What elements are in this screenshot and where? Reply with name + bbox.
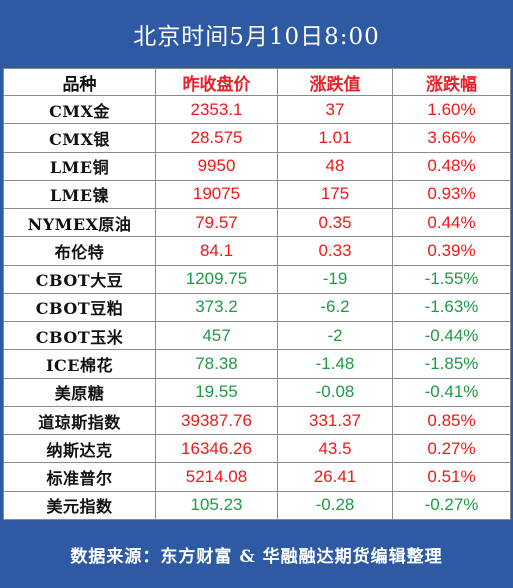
- change-value: -19: [277, 264, 393, 294]
- change-percent: 1.60%: [392, 94, 511, 125]
- change-value: -0.08: [277, 377, 393, 407]
- table-body: CMX金 2353.1 37 1.60% CMX银 28.575 1.01 3.66% LME铜…: [3, 94, 511, 521]
- instrument-name: LME镍: [3, 179, 156, 210]
- change-value: 26.41: [277, 462, 393, 492]
- table-row: CBOT豆粕 373.2 -6.2 -1.63%: [3, 292, 511, 323]
- change-value: 331.37: [277, 405, 393, 436]
- change-percent: 0.93%: [392, 179, 511, 210]
- instrument-name: 美原糖: [3, 377, 156, 407]
- previous-close: 373.2: [155, 292, 278, 323]
- column-header-pct: 涨跌幅: [392, 68, 511, 96]
- change-percent: 0.39%: [392, 236, 511, 266]
- table-row: 道琼斯指数 39387.76 331.37 0.85%: [3, 405, 511, 436]
- instrument-name: 布伦特: [3, 236, 156, 266]
- previous-close: 2353.1: [155, 94, 278, 125]
- change-value: -2: [277, 321, 393, 351]
- previous-close: 19075: [155, 179, 278, 210]
- table-row: LME铜 9950 48 0.48%: [3, 151, 511, 181]
- change-value: 175: [277, 179, 393, 210]
- table-row: 美原糖 19.55 -0.08 -0.41%: [3, 377, 511, 407]
- previous-close: 28.575: [155, 123, 278, 153]
- change-percent: -1.63%: [392, 292, 511, 323]
- change-percent: -0.41%: [392, 377, 511, 407]
- instrument-name: 标准普尔: [3, 462, 156, 492]
- change-percent: 0.44%: [392, 208, 511, 238]
- instrument-name: 美元指数: [3, 490, 156, 521]
- table-row: LME镍 19075 175 0.93%: [3, 179, 511, 210]
- previous-close: 79.57: [155, 208, 278, 238]
- table-header-row: 品种 昨收盘价 涨跌值 涨跌幅: [3, 68, 511, 96]
- instrument-name: ICE棉花: [3, 349, 156, 379]
- previous-close: 9950: [155, 151, 278, 181]
- change-value: -1.48: [277, 349, 393, 379]
- instrument-name: CMX金: [3, 94, 156, 125]
- change-percent: -0.27%: [392, 490, 511, 521]
- table-row: 美元指数 105.23 -0.28 -0.27%: [3, 490, 511, 521]
- change-value: -6.2: [277, 292, 393, 323]
- table-row: CBOT玉米 457 -2 -0.44%: [3, 321, 511, 351]
- change-percent: -1.55%: [392, 264, 511, 294]
- previous-close: 105.23: [155, 490, 278, 521]
- table-row: 布伦特 84.1 0.33 0.39%: [3, 236, 511, 266]
- instrument-name: NYMEX原油: [3, 208, 156, 238]
- column-header-change: 涨跌值: [277, 68, 393, 96]
- table-row: ICE棉花 78.38 -1.48 -1.85%: [3, 349, 511, 379]
- previous-close: 39387.76: [155, 405, 278, 436]
- change-percent: 0.85%: [392, 405, 511, 436]
- previous-close: 78.38: [155, 349, 278, 379]
- previous-close: 457: [155, 321, 278, 351]
- change-value: 43.5: [277, 434, 393, 464]
- table-row: CBOT大豆 1209.75 -19 -1.55%: [3, 264, 511, 294]
- change-percent: -1.85%: [392, 349, 511, 379]
- change-value: 0.35: [277, 208, 393, 238]
- previous-close: 5214.08: [155, 462, 278, 492]
- change-value: 0.33: [277, 236, 393, 266]
- page-title: 北京时间5月10日8:00: [133, 24, 380, 50]
- quotes-table: 品种 昨收盘价 涨跌值 涨跌幅 CMX金 2353.1 37 1.60% CMX银 28.…: [3, 68, 511, 521]
- previous-close: 1209.75: [155, 264, 278, 294]
- previous-close: 84.1: [155, 236, 278, 266]
- instrument-name: 道琼斯指数: [3, 405, 156, 436]
- table-row: 标准普尔 5214.08 26.41 0.51%: [3, 462, 511, 492]
- change-percent: -0.44%: [392, 321, 511, 351]
- instrument-name: CBOT豆粕: [3, 292, 156, 323]
- instrument-name: 纳斯达克: [3, 434, 156, 464]
- instrument-name: CBOT玉米: [3, 321, 156, 351]
- change-value: 1.01: [277, 123, 393, 153]
- change-percent: 0.48%: [392, 151, 511, 181]
- table-row: NYMEX原油 79.57 0.35 0.44%: [3, 208, 511, 238]
- change-percent: 3.66%: [392, 123, 511, 153]
- table-row: CMX银 28.575 1.01 3.66%: [3, 123, 511, 153]
- change-percent: 0.51%: [392, 462, 511, 492]
- table-row: 纳斯达克 16346.26 43.5 0.27%: [3, 434, 511, 464]
- change-value: -0.28: [277, 490, 393, 521]
- table-row: CMX金 2353.1 37 1.60%: [3, 94, 511, 125]
- change-value: 37: [277, 94, 393, 125]
- column-header-name: 品种: [3, 68, 156, 96]
- change-value: 48: [277, 151, 393, 181]
- previous-close: 16346.26: [155, 434, 278, 464]
- column-header-close: 昨收盘价: [155, 68, 278, 96]
- instrument-name: LME铜: [3, 151, 156, 181]
- previous-close: 19.55: [155, 377, 278, 407]
- source-note: 数据来源：东方财富 & 华融融达期货编辑整理: [70, 546, 443, 567]
- change-percent: 0.27%: [392, 434, 511, 464]
- instrument-name: CBOT大豆: [3, 264, 156, 294]
- instrument-name: CMX银: [3, 123, 156, 153]
